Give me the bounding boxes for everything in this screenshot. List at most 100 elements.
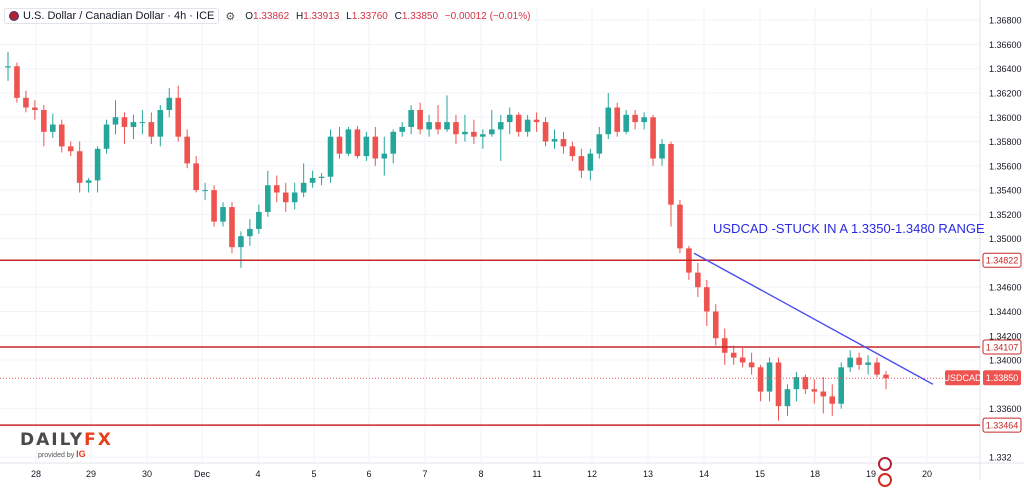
y-tick-label: 1.332: [989, 453, 1012, 463]
current-price-box: [983, 370, 1021, 386]
candle-body: [417, 109, 423, 130]
candle-body: [49, 124, 56, 132]
level-label-box: [982, 417, 1022, 433]
candle-body: [793, 377, 800, 390]
candle-body: [327, 136, 334, 177]
candle-body: [488, 129, 495, 135]
canada-flag-event-icon[interactable]: [878, 473, 892, 487]
y-tick-label: 1.36800: [989, 16, 1022, 26]
symbol-title: U.S. Dollar / Canadian Dollar · 4h · ICE: [23, 10, 215, 22]
candle-body: [847, 357, 853, 368]
candle-body: [614, 107, 621, 132]
symbol-selector[interactable]: U.S. Dollar / Canadian Dollar · 4h · ICE: [4, 8, 220, 24]
logo-provider: IG: [76, 449, 86, 459]
logo-part2: FX: [84, 430, 113, 450]
candle-body: [551, 139, 558, 142]
y-tick-label: 1.36400: [989, 64, 1022, 74]
candle-body: [462, 131, 468, 135]
candle-body: [175, 97, 182, 137]
candle-body: [739, 357, 746, 363]
candle-body: [426, 122, 432, 130]
candle-body: [94, 148, 101, 181]
candle-body: [453, 122, 459, 135]
candle-body: [32, 107, 38, 110]
candle-body: [247, 228, 253, 237]
candle-body: [883, 374, 889, 379]
level-label: 1.33464: [986, 421, 1019, 431]
candle-body: [273, 185, 280, 193]
candle-body: [623, 114, 629, 132]
candle-body: [533, 119, 540, 123]
candle-body: [515, 114, 522, 132]
candle-body: [506, 114, 513, 123]
candle-body: [148, 122, 155, 137]
candle-body: [856, 357, 862, 365]
candle-body: [668, 143, 674, 205]
dailyfx-logo: DAILYFX provided by IG: [20, 430, 113, 459]
x-tick-label: 14: [699, 469, 709, 479]
y-tick-label: 1.33600: [989, 404, 1022, 414]
candle-body: [184, 136, 190, 164]
current-price-label: 1.33850: [986, 373, 1019, 383]
close-key: C: [394, 10, 402, 22]
candle-body: [85, 180, 92, 183]
candle-body: [605, 107, 612, 135]
logo-provided-by: provided by: [38, 452, 75, 459]
candle-body: [712, 311, 719, 339]
y-tick-label: 1.34000: [989, 356, 1022, 366]
candle-body: [730, 352, 737, 358]
candle-body: [632, 114, 638, 123]
candle-body: [41, 109, 47, 132]
candle-body: [291, 192, 298, 203]
candle-body: [435, 122, 441, 130]
candle-body: [282, 192, 289, 203]
candle-body: [336, 136, 343, 154]
candle-body: [811, 389, 818, 392]
candle-body: [202, 190, 208, 192]
candle-body: [103, 124, 110, 149]
candle-body: [650, 117, 656, 159]
candle-body: [130, 122, 137, 127]
y-tick-label: 1.34200: [989, 331, 1022, 341]
level-label-box: [982, 252, 1022, 268]
candle-body: [309, 177, 316, 183]
y-tick-label: 1.35400: [989, 186, 1022, 196]
candle-body: [166, 97, 173, 110]
candle-body: [112, 117, 119, 125]
candle-body: [381, 153, 388, 159]
candle-body: [757, 367, 764, 392]
candle-body: [569, 146, 576, 157]
candle-body: [802, 377, 809, 390]
candle-body: [14, 66, 20, 98]
candle-body: [121, 117, 128, 127]
candle-body: [480, 134, 486, 137]
candle-body: [641, 117, 647, 123]
candle-body: [157, 109, 164, 137]
candle-body: [775, 362, 782, 407]
y-tick-label: 1.35600: [989, 161, 1022, 171]
settings-icon[interactable]: ⚙: [225, 10, 236, 23]
trend-line: [693, 252, 934, 385]
change-value: −0.00012 (−0.01%): [444, 10, 531, 22]
x-tick-label: 13: [643, 469, 653, 479]
candle-body: [497, 122, 504, 130]
candle-body: [695, 272, 701, 288]
candle-body: [193, 163, 199, 191]
candle-body: [471, 131, 477, 137]
candle-body: [865, 362, 871, 365]
x-tick-label: 29: [86, 469, 96, 479]
candle-body: [829, 396, 836, 404]
x-tick-label: 18: [810, 469, 820, 479]
candle-body: [748, 362, 755, 368]
x-tick-label: 6: [366, 469, 371, 479]
open-key: O: [245, 10, 254, 22]
candle-body: [587, 153, 594, 171]
us-flag-event-icon[interactable]: [878, 457, 892, 471]
close-value: 1.33850: [401, 10, 439, 22]
candle-body: [363, 136, 370, 157]
level-label-box: [982, 339, 1022, 355]
y-tick-label: 1.34600: [989, 283, 1022, 293]
candle-body: [76, 151, 83, 183]
low-value: 1.33760: [351, 10, 388, 22]
